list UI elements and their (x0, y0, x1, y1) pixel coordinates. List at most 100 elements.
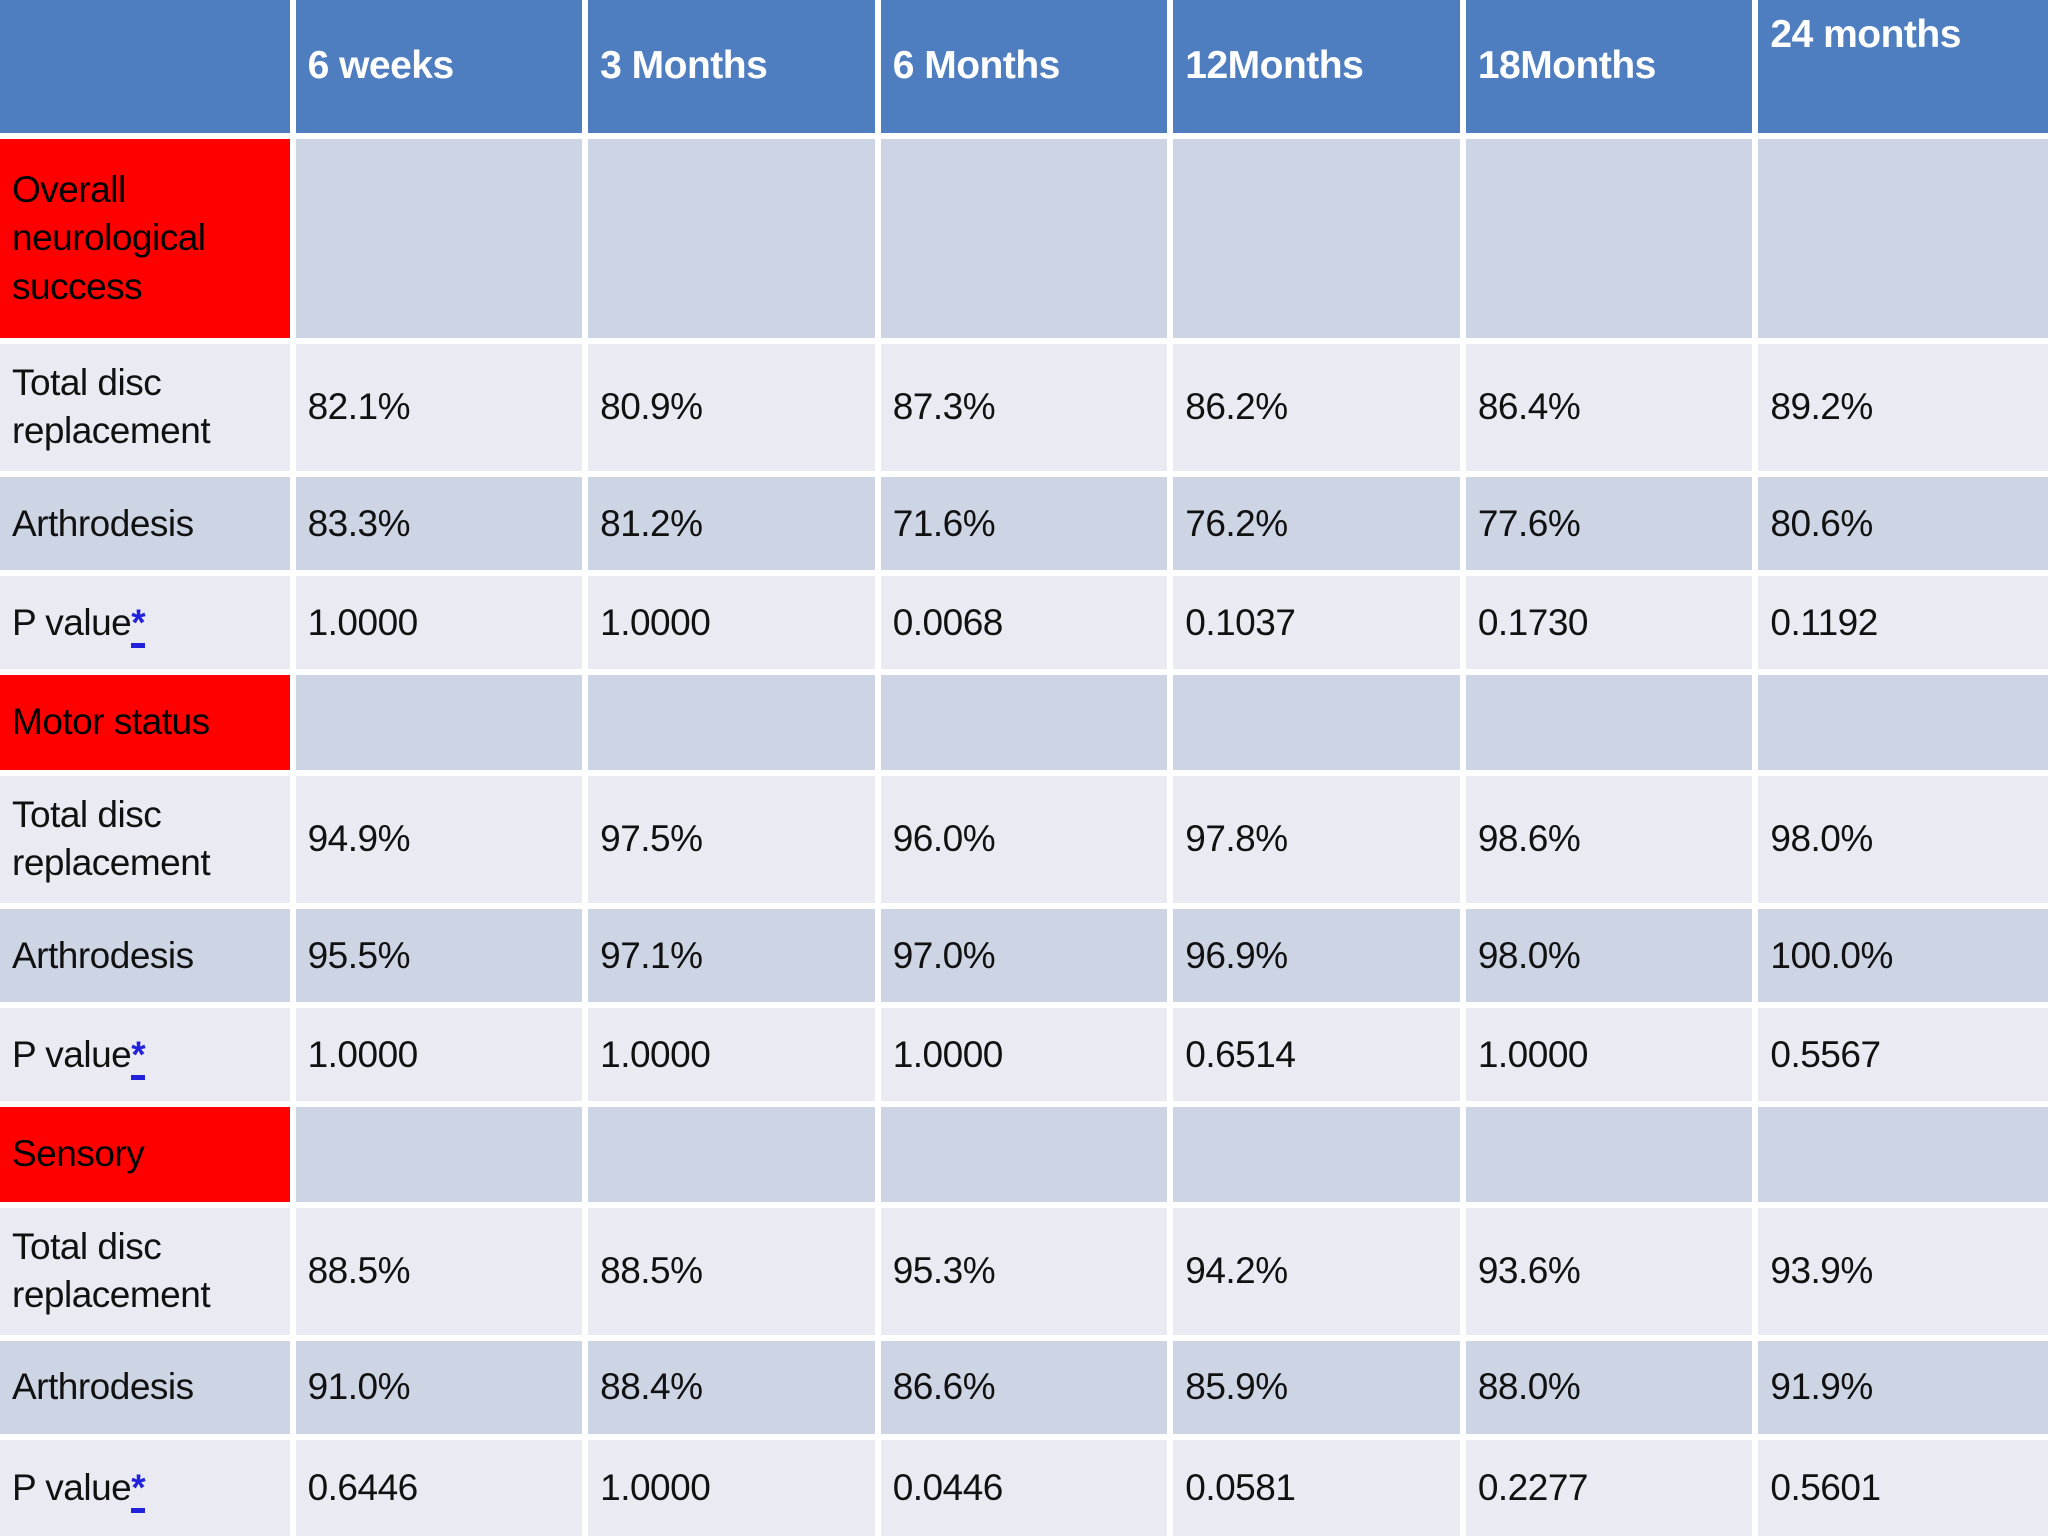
empty-cell (292, 672, 589, 776)
row-label: Total disc replacement (0, 1204, 296, 1341)
header-row: 6 weeks 3 Months 6 Months 12Months 18Mon… (0, 0, 2048, 140)
value-cell: 0.6446 (292, 1437, 589, 1536)
p-value-footnote-link[interactable]: * (131, 1467, 146, 1514)
value-cell: 0.5567 (1755, 1005, 2048, 1107)
table-row: Total disc replacement 94.9% 97.5% 96.0%… (0, 772, 2048, 909)
value-cell: 1.0000 (585, 1437, 881, 1536)
empty-cell (1170, 1103, 1466, 1208)
value-cell: 95.5% (292, 905, 589, 1009)
value-cell: 93.9% (1755, 1204, 2048, 1341)
row-label: Arthrodesis (0, 1337, 296, 1441)
section-row: Sensory (0, 1103, 2048, 1208)
section-row: Overall neurological success (0, 136, 2048, 344)
value-cell: 98.0% (1462, 905, 1759, 1009)
value-cell: 1.0000 (292, 1005, 589, 1107)
empty-cell (585, 1103, 881, 1208)
empty-cell (292, 1103, 589, 1208)
row-label: Total disc replacement (0, 772, 296, 909)
value-cell: 80.6% (1755, 473, 2048, 577)
table-row: Total disc replacement 88.5% 88.5% 95.3%… (0, 1204, 2048, 1341)
value-cell: 86.2% (1170, 340, 1466, 477)
section-label: Motor status (0, 672, 296, 776)
column-header-12-months: 12Months (1170, 0, 1466, 140)
value-cell: 88.5% (292, 1204, 589, 1341)
value-cell: 0.5601 (1755, 1437, 2048, 1536)
value-cell: 86.6% (877, 1337, 1174, 1441)
value-cell: 86.4% (1462, 340, 1759, 477)
column-header-blank (0, 0, 296, 140)
value-cell: 80.9% (585, 340, 881, 477)
table-row: P value* 1.0000 1.0000 0.0068 0.1037 0.1… (0, 573, 2048, 676)
value-cell: 93.6% (1462, 1204, 1759, 1341)
empty-cell (1170, 136, 1466, 344)
value-cell: 71.6% (877, 473, 1174, 577)
p-value-footnote-link[interactable]: * (131, 601, 146, 648)
value-cell: 87.3% (877, 340, 1174, 477)
empty-cell (877, 672, 1174, 776)
value-cell: 91.9% (1755, 1337, 2048, 1441)
empty-cell (585, 136, 881, 344)
empty-cell (1755, 136, 2048, 344)
value-cell: 0.6514 (1170, 1005, 1466, 1107)
value-cell: 0.2277 (1462, 1437, 1759, 1536)
row-label: Arthrodesis (0, 473, 296, 577)
value-cell: 95.3% (877, 1204, 1174, 1341)
table-row: Arthrodesis 95.5% 97.1% 97.0% 96.9% 98.0… (0, 905, 2048, 1009)
empty-cell (1755, 1103, 2048, 1208)
row-label: Arthrodesis (0, 905, 296, 1009)
value-cell: 0.1730 (1462, 573, 1759, 676)
empty-cell (585, 672, 881, 776)
value-cell: 0.0446 (877, 1437, 1174, 1536)
value-cell: 1.0000 (1462, 1005, 1759, 1107)
value-cell: 97.8% (1170, 772, 1466, 909)
value-cell: 98.0% (1755, 772, 2048, 909)
value-cell: 82.1% (292, 340, 589, 477)
value-cell: 81.2% (585, 473, 881, 577)
section-label: Overall neurological success (0, 136, 296, 344)
section-row: Motor status (0, 672, 2048, 776)
table-row: P value* 1.0000 1.0000 1.0000 0.6514 1.0… (0, 1005, 2048, 1107)
empty-cell (1462, 672, 1759, 776)
table-row: Total disc replacement 82.1% 80.9% 87.3%… (0, 340, 2048, 477)
empty-cell (1462, 136, 1759, 344)
value-cell: 0.0068 (877, 573, 1174, 676)
empty-cell (1170, 672, 1466, 776)
value-cell: 96.0% (877, 772, 1174, 909)
empty-cell (1755, 672, 2048, 776)
value-cell: 0.1192 (1755, 573, 2048, 676)
p-value-label: P value (12, 1033, 132, 1075)
value-cell: 83.3% (292, 473, 589, 577)
value-cell: 88.0% (1462, 1337, 1759, 1441)
value-cell: 85.9% (1170, 1337, 1466, 1441)
value-cell: 97.1% (585, 905, 881, 1009)
value-cell: 96.9% (1170, 905, 1466, 1009)
empty-cell (1462, 1103, 1759, 1208)
value-cell: 1.0000 (585, 573, 881, 676)
value-cell: 97.0% (877, 905, 1174, 1009)
row-label: P value* (0, 1005, 296, 1107)
value-cell: 1.0000 (585, 1005, 881, 1107)
empty-cell (877, 136, 1174, 344)
row-label: Total disc replacement (0, 340, 296, 477)
value-cell: 100.0% (1755, 905, 2048, 1009)
value-cell: 1.0000 (292, 573, 589, 676)
value-cell: 91.0% (292, 1337, 589, 1441)
value-cell: 77.6% (1462, 473, 1759, 577)
value-cell: 94.2% (1170, 1204, 1466, 1341)
value-cell: 1.0000 (877, 1005, 1174, 1107)
p-value-label: P value (12, 601, 132, 643)
value-cell: 0.1037 (1170, 573, 1466, 676)
value-cell: 94.9% (292, 772, 589, 909)
row-label: P value* (0, 1437, 296, 1536)
table-row: Arthrodesis 91.0% 88.4% 86.6% 85.9% 88.0… (0, 1337, 2048, 1441)
column-header-18-months: 18Months (1462, 0, 1759, 140)
table-row: P value* 0.6446 1.0000 0.0446 0.0581 0.2… (0, 1437, 2048, 1536)
table-row: Arthrodesis 83.3% 81.2% 71.6% 76.2% 77.6… (0, 473, 2048, 577)
column-header-6-months: 6 Months (877, 0, 1174, 140)
value-cell: 89.2% (1755, 340, 2048, 477)
value-cell: 0.0581 (1170, 1437, 1466, 1536)
value-cell: 97.5% (585, 772, 881, 909)
p-value-footnote-link[interactable]: * (131, 1033, 146, 1080)
value-cell: 88.5% (585, 1204, 881, 1341)
